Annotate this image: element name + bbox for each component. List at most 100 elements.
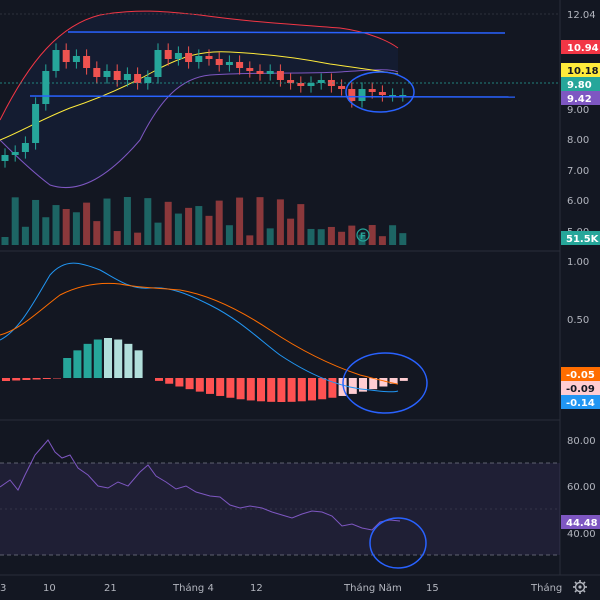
macd-histogram-bar — [226, 378, 235, 398]
candle-body — [62, 50, 70, 62]
macd-histogram-bar — [2, 378, 10, 381]
candle-body — [256, 71, 264, 74]
macd-histogram-bar — [287, 378, 296, 402]
macd-histogram-bar — [257, 378, 265, 402]
macd-histogram-bar — [12, 378, 21, 381]
macd-histogram-bar — [246, 378, 255, 401]
volume-bar — [225, 225, 233, 245]
macd-histogram-bar — [216, 378, 225, 396]
volume-bar — [378, 236, 386, 245]
macd-histogram-bar — [124, 343, 133, 378]
candle-body — [103, 71, 111, 77]
candle-body — [317, 80, 325, 83]
volume-bar — [215, 200, 223, 245]
support-line[interactable] — [29, 95, 516, 98]
macd-circle-annotation[interactable] — [342, 352, 428, 414]
candle-body — [113, 71, 121, 80]
rsi-tick: 40.00 — [567, 529, 596, 540]
price-circle-annotation[interactable] — [345, 71, 415, 113]
macd-histogram-bar — [104, 338, 112, 378]
price-badge-bb-lower-label: 9.42 — [567, 94, 592, 105]
rsi-line — [0, 439, 401, 531]
bollinger-upper-band — [0, 10, 399, 121]
macd-histogram-bar — [236, 378, 245, 400]
bollinger-fill — [0, 11, 398, 188]
price-tick: 6.00 — [567, 196, 589, 207]
rsi-axis[interactable]: 80.00 60.00 40.00 44.48 — [561, 436, 600, 540]
rsi-tick: 80.00 — [567, 436, 596, 447]
macd-histogram-bar — [348, 378, 357, 394]
candle-body — [378, 92, 386, 95]
resistance-line[interactable] — [67, 31, 506, 34]
volume-badge-label: 51.5K — [566, 234, 600, 245]
time-label: 21 — [104, 583, 117, 594]
volume-bar — [236, 197, 244, 245]
price-tick: 9.00 — [567, 105, 589, 116]
candle-body — [246, 68, 254, 71]
bollinger-lower-band — [0, 69, 399, 189]
volume-bar — [287, 218, 295, 245]
candle-body — [52, 50, 60, 71]
time-label: 10 — [43, 583, 56, 594]
macd-tick: 1.00 — [567, 257, 589, 268]
candle-body — [358, 89, 366, 101]
volume-bar — [21, 226, 29, 245]
macd-histogram-bar — [369, 378, 378, 390]
volume-bar — [42, 217, 50, 245]
candle-body — [72, 56, 80, 62]
macd-histogram-bar — [267, 378, 276, 402]
macd-axis[interactable]: 1.00 0.50 -0.05 -0.09 -0.14 — [561, 257, 600, 409]
time-label: Tháng 4 — [172, 582, 214, 594]
candle-body — [32, 104, 40, 143]
gear-icon[interactable] — [573, 580, 587, 594]
volume-bar — [276, 199, 284, 245]
volume-bar — [62, 209, 70, 245]
macd-histogram-bar — [379, 378, 388, 387]
price-tick: 7.00 — [567, 166, 589, 177]
price-badge-bb-upper-label: 10.94 — [567, 43, 599, 54]
candle-body — [195, 56, 203, 62]
volume-bar — [83, 202, 91, 245]
rsi-circle-annotation[interactable] — [369, 517, 427, 569]
macd-histogram-bar — [63, 358, 72, 378]
candle-body — [174, 53, 182, 59]
candle-body — [21, 143, 29, 152]
candle-body — [225, 62, 233, 65]
flag-marker[interactable]: F — [356, 228, 370, 242]
candle-body — [236, 62, 244, 68]
macd-badge-histogram — [561, 381, 600, 395]
macd-histogram-bar — [328, 378, 337, 398]
price-axis[interactable]: 12.04 9.00 8.00 7.00 6.00 5.00 10.94 10.… — [561, 10, 600, 245]
macd-badge-signal-label: -0.05 — [566, 370, 595, 381]
volume-bar — [72, 212, 80, 245]
volume-bar — [174, 213, 182, 245]
macd-histogram-bar — [277, 378, 286, 402]
time-label: Tháng Năm — [343, 582, 402, 594]
macd-badge-signal — [561, 367, 600, 381]
macd-badge-macd-label: -0.14 — [566, 398, 595, 409]
volume-bar — [358, 234, 366, 245]
macd-histogram-bar — [165, 378, 174, 384]
macd-histogram-bar — [32, 378, 41, 380]
candle-body — [205, 56, 213, 59]
candle-body — [215, 59, 223, 65]
macd-histogram-bar — [399, 378, 408, 381]
volume-badge — [561, 231, 600, 245]
candlestick-series[interactable] — [1, 43, 407, 168]
macd-badge-macd — [561, 395, 600, 409]
macd-histogram — [2, 338, 408, 402]
volume-bar — [389, 225, 397, 245]
time-axis[interactable]: 3 10 21 Tháng 4 12 Tháng Năm 15 Tháng — [0, 582, 562, 594]
macd-histogram-bar — [134, 350, 143, 378]
flag-marker-label: F — [360, 232, 366, 242]
macd-histogram-bar — [93, 339, 102, 378]
candle-body — [287, 80, 295, 83]
volume-bar — [123, 197, 131, 245]
candle-body — [338, 86, 346, 89]
macd-histogram-bar — [318, 378, 327, 400]
volume-bar — [1, 237, 9, 245]
volume-bar — [195, 206, 203, 245]
macd-histogram-bar — [175, 378, 184, 387]
volume-bar — [164, 201, 172, 245]
